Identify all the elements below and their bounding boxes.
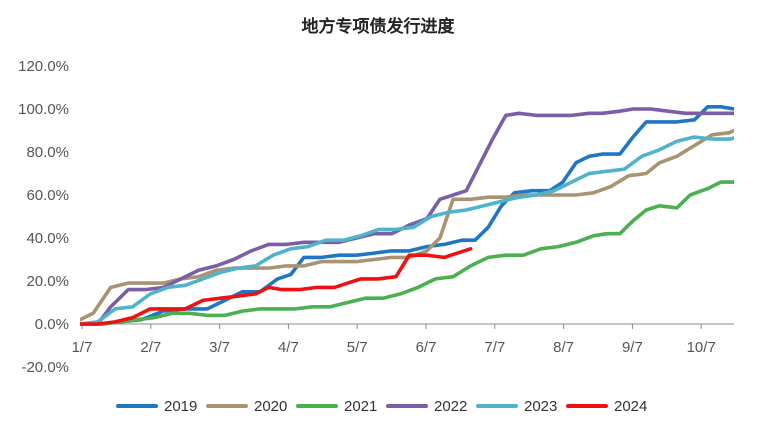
x-tick-label: 3/7 [209,339,230,356]
x-tick-label: 4/7 [278,339,299,356]
x-tick-label: 9/7 [622,339,643,356]
y-tick-label: -20.0% [21,359,69,376]
chart-title: 地方专项债发行进度 [302,16,456,37]
series-layer [80,105,734,326]
legend-label-2021: 2021 [344,398,377,415]
series-line-2021 [80,180,734,326]
y-tick-label: 0.0% [35,316,69,333]
x-tick-label: 5/7 [347,339,368,356]
y-tick-label: 60.0% [26,187,69,204]
x-tick-label: 1/7 [72,339,93,356]
legend-label-2022: 2022 [434,398,467,415]
x-axis: 1/7 2/7 3/7 4/7 5/7 6/7 7/7 8/7 9/7 10/7 [72,323,734,356]
x-tick-label: 6/7 [416,339,437,356]
series-line-2019 [80,105,734,326]
legend-label-2019: 2019 [164,398,197,415]
x-tick-label: 2/7 [140,339,161,356]
legend: 2019 2020 2021 2022 2023 2024 [116,398,647,415]
y-axis: -20.0% 0.0% 20.0% 40.0% 60.0% 80.0% 100.0% 120.… [18,58,69,376]
y-tick-label: 20.0% [26,273,69,290]
x-tick-label: 10/7 [687,339,716,356]
legend-label-2023: 2023 [524,398,557,415]
y-tick-label: 100.0% [18,101,69,118]
series-line-2024 [80,247,473,326]
y-tick-label: 120.0% [18,58,69,75]
y-tick-label: 80.0% [26,144,69,161]
x-tick-label: 7/7 [484,339,505,356]
y-tick-label: 40.0% [26,230,69,247]
legend-label-2020: 2020 [254,398,287,415]
series-line-2022 [80,107,734,326]
x-tick-label: 8/7 [553,339,574,356]
series-line-2023 [80,135,734,326]
legend-label-2024: 2024 [614,398,647,415]
